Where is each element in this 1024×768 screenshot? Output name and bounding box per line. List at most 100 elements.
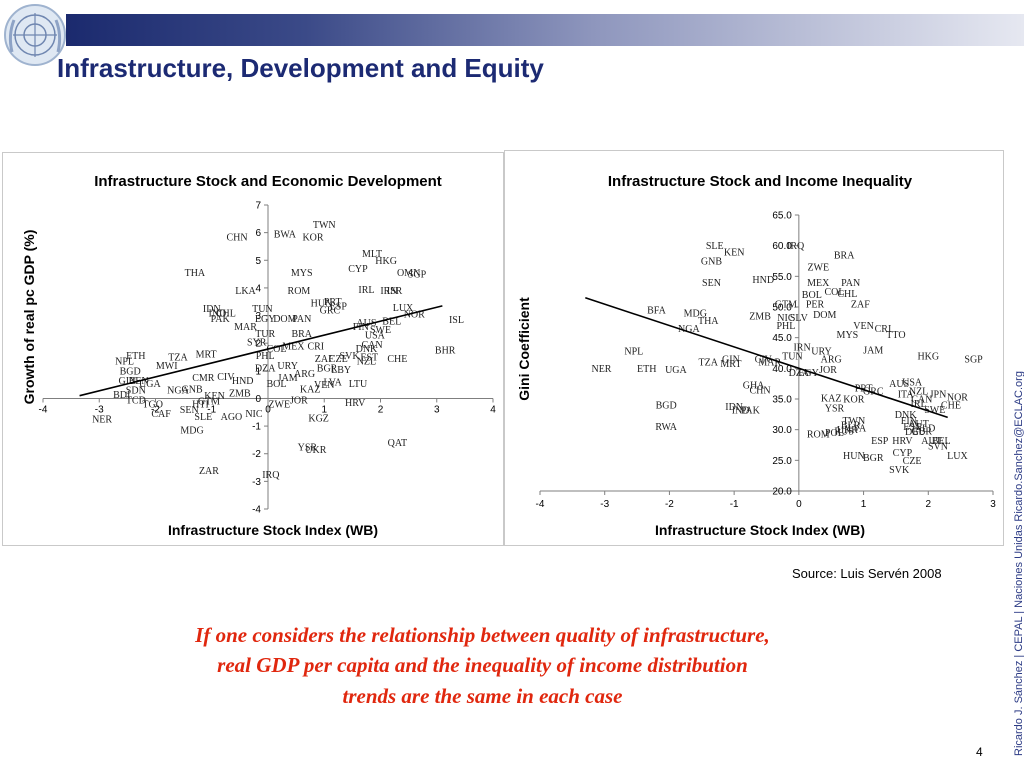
data-point: ESP <box>330 301 348 312</box>
data-point: URY <box>811 347 832 358</box>
y-tick-label: 3 <box>255 311 261 322</box>
data-point: ISL <box>449 315 464 326</box>
data-point: GNB <box>182 384 203 395</box>
header-banner <box>66 14 1024 46</box>
data-point: KGZ <box>308 413 329 424</box>
data-point: CAF <box>151 409 171 420</box>
data-point: GRC <box>863 387 884 398</box>
data-point: GIN <box>722 355 740 366</box>
scatter-chart-inequality: Infrastructure Stock and Income Inequali… <box>516 173 996 538</box>
x-tick-label: 1 <box>861 499 867 510</box>
data-point: HTI <box>192 399 209 410</box>
data-point: MEX <box>807 278 830 289</box>
data-point: SWE <box>370 325 391 336</box>
x-tick-label: 3 <box>434 404 440 415</box>
author-sidebar: Ricardo J. Sánchez | CEPAL | Naciones Un… <box>1002 296 1024 756</box>
data-point: LUX <box>393 303 414 314</box>
conclusion-quote: If one considers the relationship betwee… <box>60 620 905 711</box>
data-point: SDN <box>126 386 146 397</box>
y-tick-label: 40.0 <box>772 364 792 375</box>
data-point: TCD <box>126 395 146 406</box>
y-tick-label: 60.0 <box>772 241 792 252</box>
data-point: NOR <box>404 310 425 321</box>
data-point: EST <box>360 353 378 364</box>
data-point: GHA <box>743 380 765 391</box>
data-point: BGD <box>656 401 677 412</box>
data-point: IRL <box>358 285 374 296</box>
data-point: ARG <box>294 369 315 380</box>
data-point: TZA <box>168 353 188 364</box>
data-point: VEN <box>314 380 335 391</box>
data-point: USA <box>902 377 923 388</box>
data-point: HND <box>232 376 254 387</box>
data-point: NGA <box>678 324 700 335</box>
page-number: 4 <box>976 745 983 759</box>
data-point: MYS <box>837 330 859 341</box>
data-point: CHL <box>216 308 236 319</box>
data-point: QAT <box>388 438 407 449</box>
data-point: HRV <box>892 436 913 447</box>
data-point: GIN <box>118 376 136 387</box>
data-point: IRQ <box>262 470 280 481</box>
data-point: TUN <box>252 304 273 315</box>
data-point: ZAR <box>199 466 219 477</box>
data-point: AGO <box>221 412 243 423</box>
y-tick-label: 45.0 <box>772 333 792 344</box>
data-point: SLV <box>790 313 809 324</box>
data-point: MEX <box>282 341 305 352</box>
data-point: CHE <box>941 401 961 412</box>
data-point: CMR <box>192 373 215 384</box>
x-tick-label: -2 <box>151 404 160 415</box>
source-note: Source: Luis Servén 2008 <box>792 566 942 581</box>
data-point: YSR <box>825 404 845 415</box>
data-point: ITA <box>898 390 915 401</box>
data-point: BLR <box>841 420 861 431</box>
data-point: HRV <box>345 398 366 409</box>
data-point: DEU <box>905 427 926 438</box>
data-point: ARG <box>821 355 842 366</box>
chart-panel-right: Infrastructure Stock and Income Inequali… <box>504 150 1004 546</box>
data-point: UKR <box>305 445 326 456</box>
data-point: BRA <box>834 250 855 261</box>
data-point: ETH <box>637 364 656 375</box>
data-point: ZAF <box>315 354 334 365</box>
data-point: PAN <box>841 278 860 289</box>
data-point: PAK <box>211 314 231 325</box>
data-point: EGY <box>798 368 819 379</box>
data-point: NPL <box>624 347 643 358</box>
data-point: PRT <box>324 297 342 308</box>
data-point: LVA <box>324 377 343 388</box>
data-point: SLE <box>194 412 212 423</box>
data-point: MDG <box>180 426 203 437</box>
data-point: ROM <box>288 286 311 297</box>
data-point: JAM <box>863 345 883 356</box>
data-point: BDI <box>113 390 130 401</box>
data-point: CAN <box>911 395 932 406</box>
data-point: EGY <box>255 314 276 325</box>
data-point: PHL <box>256 351 275 362</box>
data-point: COL <box>266 344 286 355</box>
data-point: BGD <box>120 366 141 377</box>
data-point: ESP <box>871 436 889 447</box>
data-point: JAM <box>278 373 298 384</box>
y-axis-label: Growth of real pc GDP (%) <box>21 230 37 405</box>
x-tick-label: 1 <box>321 404 327 415</box>
data-point: BGR <box>863 453 884 464</box>
data-point: KAZ <box>821 393 842 404</box>
chart-title: Infrastructure Stock and Economic Develo… <box>94 173 442 190</box>
data-point: UKR <box>837 425 858 436</box>
x-tick-label: -1 <box>730 499 739 510</box>
y-tick-label: 25.0 <box>772 456 792 467</box>
y-tick-label: 0 <box>255 394 261 405</box>
data-point: AUT <box>921 436 942 447</box>
y-tick-label: 4 <box>255 283 261 294</box>
data-point: CYP <box>348 264 368 275</box>
data-point: DZA <box>789 368 810 379</box>
y-tick-label: 20.0 <box>772 487 792 498</box>
data-point: ZWE <box>268 399 290 410</box>
data-point: KEN <box>204 391 225 402</box>
data-point: LVA <box>848 423 867 434</box>
data-point: GNB <box>701 257 722 268</box>
data-point: CYP <box>893 448 913 459</box>
quote-line: real GDP per capita and the inequality o… <box>217 653 748 678</box>
